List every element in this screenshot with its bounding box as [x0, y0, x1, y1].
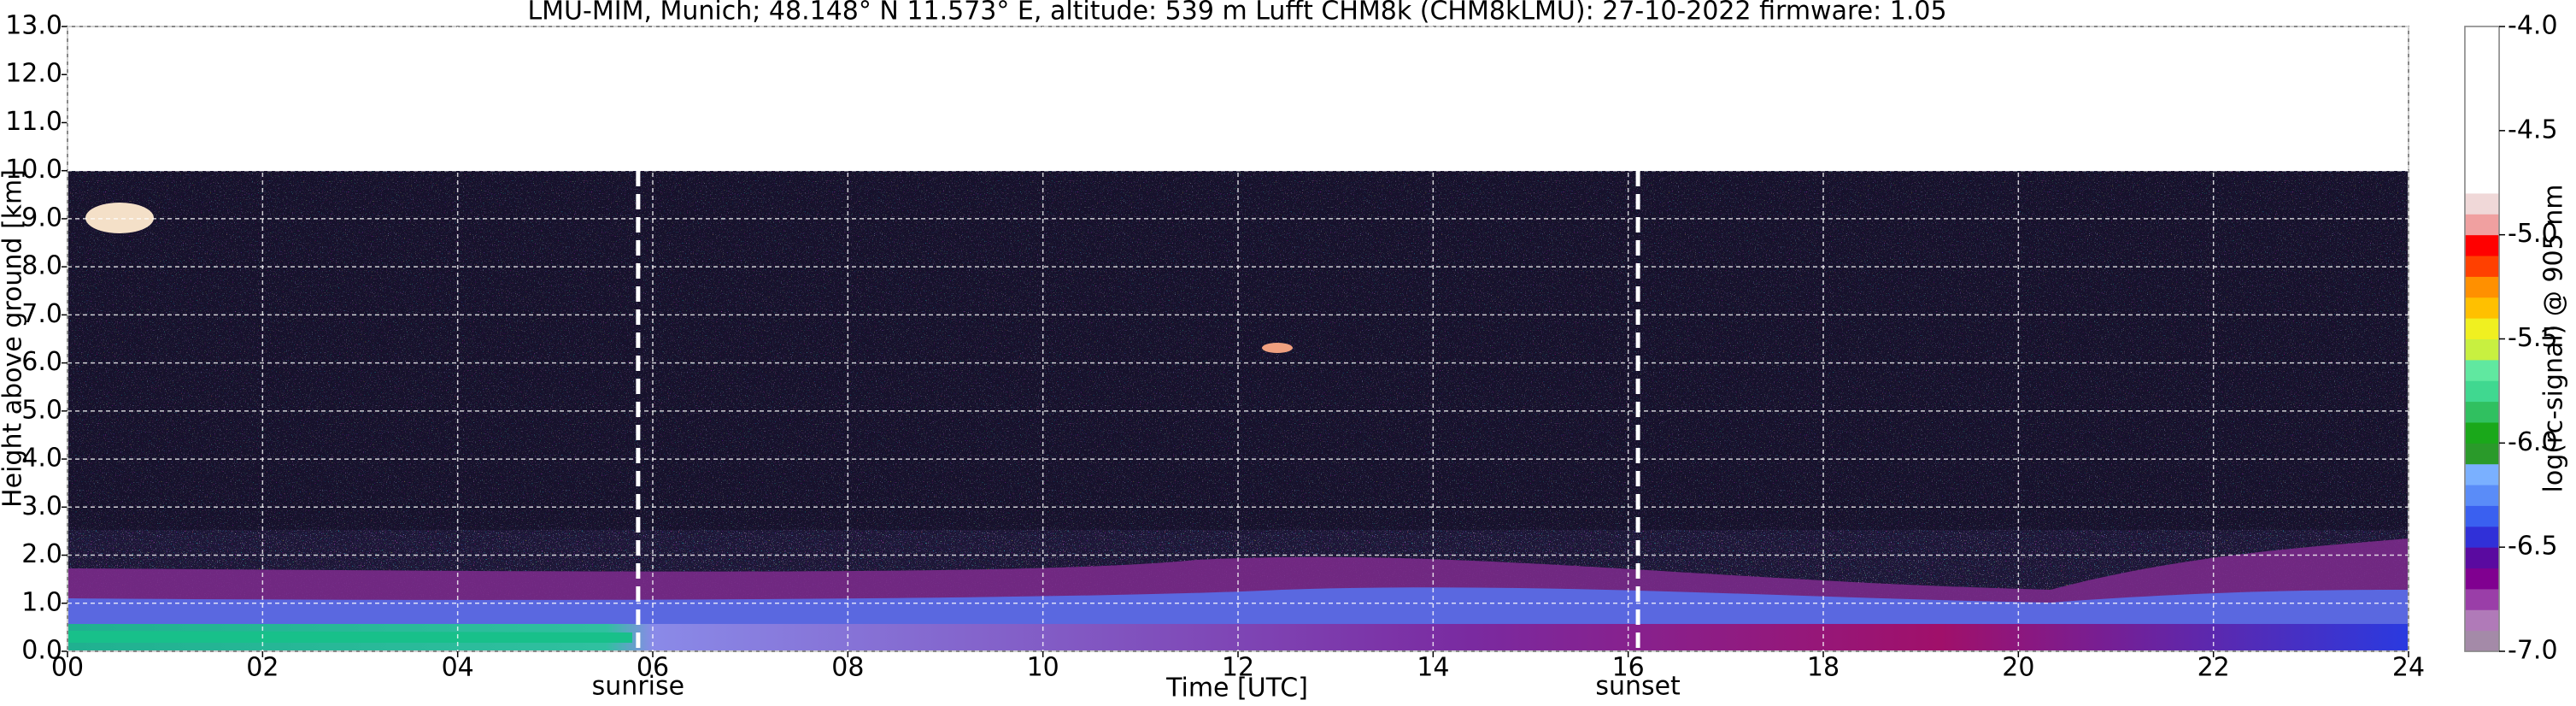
- colorbar-segment: [2465, 359, 2499, 381]
- colorbar-tick-label: -7.0: [2508, 636, 2558, 666]
- x-tick-label: 08: [831, 653, 864, 683]
- y-tick-label: 0.0: [21, 636, 62, 666]
- colorbar-tick-label: -5.0: [2508, 219, 2558, 249]
- colorbar-segment: [2465, 172, 2499, 194]
- colorbar-tick-label: -4.5: [2508, 115, 2558, 144]
- colorbar-segment: [2465, 485, 2499, 506]
- x-tick-label: 00: [51, 653, 84, 683]
- colorbar-segment: [2465, 609, 2499, 632]
- colorbar-segment: [2465, 568, 2499, 590]
- colorbar-segment: [2465, 505, 2499, 527]
- colorbar-segment: [2465, 192, 2499, 215]
- y-tick-label: 7.0: [21, 299, 62, 329]
- y-tick-label: 13.0: [5, 11, 62, 41]
- colorbar-tick-label: -6.5: [2508, 532, 2558, 562]
- colorbar-segment: [2465, 130, 2499, 152]
- colorbar-tick-label: -4.0: [2508, 11, 2558, 41]
- colorbar-segment: [2465, 630, 2499, 652]
- colorbar-segment: [2465, 68, 2499, 90]
- annotation-label: sunrise: [592, 672, 684, 702]
- colorbar-segment: [2465, 26, 2499, 48]
- x-tick-label: 20: [2002, 653, 2034, 683]
- y-tick-label: 10.0: [5, 155, 62, 185]
- colorbar-segment: [2465, 318, 2499, 339]
- colorbar-segment: [2465, 256, 2499, 277]
- colorbar-segment: [2465, 421, 2499, 444]
- colorbar-segment: [2465, 151, 2499, 174]
- y-tick-label: 12.0: [5, 59, 62, 89]
- y-tick-label: 4.0: [21, 444, 62, 474]
- colorbar-segment: [2465, 109, 2499, 132]
- colorbar-tick-label: -5.5: [2508, 323, 2558, 353]
- y-tick-label: 8.0: [21, 251, 62, 281]
- y-tick-label: 11.0: [5, 107, 62, 137]
- annotation-label: sunset: [1595, 672, 1681, 702]
- colorbar-segment: [2465, 338, 2499, 361]
- colorbar-segment: [2465, 463, 2499, 485]
- colorbar-label: log(rc-signal) @ 905 nm: [2539, 185, 2569, 493]
- colorbar-segment: [2465, 214, 2499, 236]
- colorbar-segment: [2465, 47, 2499, 69]
- colorbar-segment: [2465, 588, 2499, 610]
- x-tick-label: 16: [1612, 653, 1645, 683]
- colorbar-segment: [2465, 547, 2499, 569]
- x-tick-label: 10: [1027, 653, 1059, 683]
- x-tick-label: 14: [1417, 653, 1449, 683]
- colorbar-segment: [2465, 276, 2499, 298]
- chart-title: LMU-MIM, Munich; 48.148° N 11.573° E, al…: [527, 0, 1946, 26]
- colorbar-segment: [2465, 401, 2499, 423]
- colorbar-segment: [2465, 234, 2499, 256]
- x-tick-label: 04: [442, 653, 474, 683]
- y-tick-label: 2.0: [21, 539, 62, 569]
- x-axis-label: Time [UTC]: [1165, 674, 1308, 703]
- x-tick-label: 12: [1222, 653, 1254, 683]
- colorbar-segment: [2465, 526, 2499, 548]
- x-tick-label: 24: [2392, 653, 2425, 683]
- y-axis-label: Height above ground [km]: [0, 169, 28, 508]
- colorbar-segment: [2465, 297, 2499, 319]
- x-tick-label: 22: [2198, 653, 2230, 683]
- y-tick-label: 6.0: [21, 347, 62, 377]
- y-tick-label: 9.0: [21, 203, 62, 232]
- x-tick-label: 02: [246, 653, 279, 683]
- colorbar-segment: [2465, 443, 2499, 465]
- colorbar-tick-label: -6.0: [2508, 427, 2558, 457]
- x-tick-label: 06: [637, 653, 669, 683]
- colorbar-segment: [2465, 380, 2499, 403]
- y-tick-label: 1.0: [21, 587, 62, 617]
- y-tick-label: 5.0: [21, 395, 62, 425]
- colorbar-segment: [2465, 89, 2499, 110]
- x-tick-label: 18: [1807, 653, 1840, 683]
- y-tick-label: 3.0: [21, 491, 62, 521]
